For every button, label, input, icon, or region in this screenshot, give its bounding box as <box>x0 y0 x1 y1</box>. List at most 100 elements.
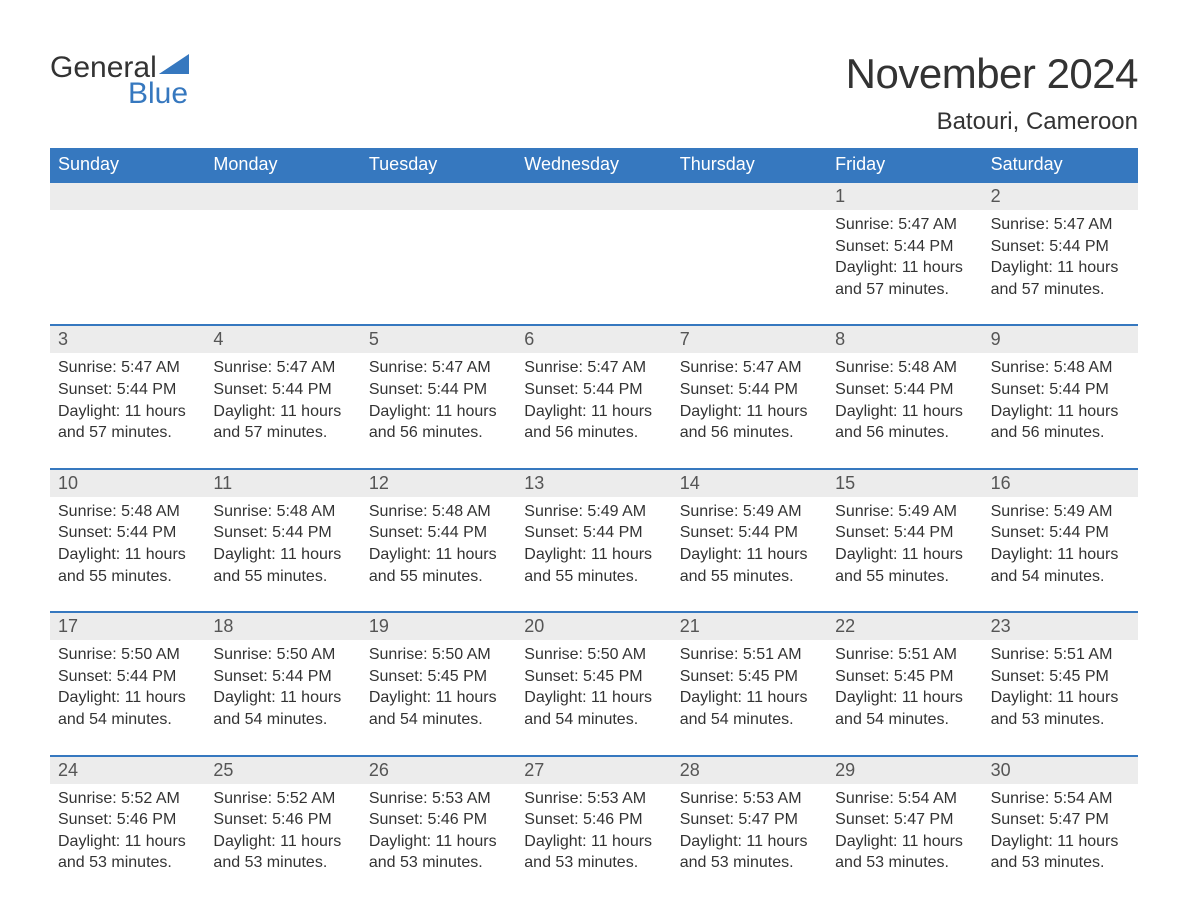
sunset-line: Sunset: 5:45 PM <box>835 666 974 688</box>
logo: General Blue <box>50 50 189 109</box>
sunset-line: Sunset: 5:44 PM <box>991 522 1130 544</box>
daylight-line: Daylight: 11 hours and 56 minutes. <box>369 401 508 444</box>
daylight-line: Daylight: 11 hours and 53 minutes. <box>524 831 663 874</box>
day-number: 17 <box>50 613 205 640</box>
daylight-line: Daylight: 11 hours and 55 minutes. <box>680 544 819 587</box>
weekday-label: Thursday <box>672 148 827 181</box>
sunset-line: Sunset: 5:46 PM <box>369 809 508 831</box>
daylight-line: Daylight: 11 hours and 54 minutes. <box>524 687 663 730</box>
daylight-line: Daylight: 11 hours and 55 minutes. <box>213 544 352 587</box>
sunrise-line: Sunrise: 5:52 AM <box>58 788 197 810</box>
sunset-line: Sunset: 5:45 PM <box>369 666 508 688</box>
weekday-label: Saturday <box>983 148 1138 181</box>
day-number: 13 <box>516 470 671 497</box>
day-number: 24 <box>50 757 205 784</box>
day-cell: Sunrise: 5:53 AMSunset: 5:46 PMDaylight:… <box>516 784 671 898</box>
sunrise-line: Sunrise: 5:50 AM <box>369 644 508 666</box>
sunrise-line: Sunrise: 5:47 AM <box>835 214 974 236</box>
sunset-line: Sunset: 5:45 PM <box>991 666 1130 688</box>
sunset-line: Sunset: 5:44 PM <box>680 522 819 544</box>
weekday-label: Tuesday <box>361 148 516 181</box>
day-number: 22 <box>827 613 982 640</box>
day-cell: Sunrise: 5:47 AMSunset: 5:44 PMDaylight:… <box>361 353 516 467</box>
sunrise-line: Sunrise: 5:54 AM <box>835 788 974 810</box>
day-cell: Sunrise: 5:51 AMSunset: 5:45 PMDaylight:… <box>983 640 1138 754</box>
daylight-line: Daylight: 11 hours and 53 minutes. <box>835 831 974 874</box>
day-cell: Sunrise: 5:47 AMSunset: 5:44 PMDaylight:… <box>205 353 360 467</box>
sunrise-line: Sunrise: 5:50 AM <box>58 644 197 666</box>
sunrise-line: Sunrise: 5:47 AM <box>213 357 352 379</box>
day-cell: Sunrise: 5:51 AMSunset: 5:45 PMDaylight:… <box>672 640 827 754</box>
day-cell: Sunrise: 5:49 AMSunset: 5:44 PMDaylight:… <box>516 497 671 611</box>
day-number: 8 <box>827 326 982 353</box>
day-cell <box>50 210 205 324</box>
day-number: . <box>361 183 516 210</box>
day-cell: Sunrise: 5:54 AMSunset: 5:47 PMDaylight:… <box>827 784 982 898</box>
sunrise-line: Sunrise: 5:51 AM <box>680 644 819 666</box>
day-cell: Sunrise: 5:50 AMSunset: 5:45 PMDaylight:… <box>516 640 671 754</box>
sunset-line: Sunset: 5:44 PM <box>680 379 819 401</box>
sunset-line: Sunset: 5:44 PM <box>58 666 197 688</box>
daynum-strip: 3456789 <box>50 324 1138 353</box>
sunrise-line: Sunrise: 5:47 AM <box>369 357 508 379</box>
day-cell <box>361 210 516 324</box>
day-number: 5 <box>361 326 516 353</box>
day-number: 16 <box>983 470 1138 497</box>
day-number: 21 <box>672 613 827 640</box>
sunset-line: Sunset: 5:44 PM <box>213 522 352 544</box>
day-number: 27 <box>516 757 671 784</box>
day-number: . <box>50 183 205 210</box>
daylight-line: Daylight: 11 hours and 57 minutes. <box>213 401 352 444</box>
sunrise-line: Sunrise: 5:53 AM <box>680 788 819 810</box>
day-cell <box>672 210 827 324</box>
sunrise-line: Sunrise: 5:47 AM <box>524 357 663 379</box>
day-cell: Sunrise: 5:48 AMSunset: 5:44 PMDaylight:… <box>827 353 982 467</box>
title-block: November 2024 Batouri, Cameroon <box>846 50 1138 136</box>
sunset-line: Sunset: 5:44 PM <box>58 522 197 544</box>
day-number: 6 <box>516 326 671 353</box>
day-number: 12 <box>361 470 516 497</box>
daylight-line: Daylight: 11 hours and 57 minutes. <box>835 257 974 300</box>
weeks-container: .....12Sunrise: 5:47 AMSunset: 5:44 PMDa… <box>50 181 1138 898</box>
sunrise-line: Sunrise: 5:49 AM <box>835 501 974 523</box>
day-number: 3 <box>50 326 205 353</box>
day-cell: Sunrise: 5:50 AMSunset: 5:44 PMDaylight:… <box>50 640 205 754</box>
day-cell: Sunrise: 5:52 AMSunset: 5:46 PMDaylight:… <box>50 784 205 898</box>
sunset-line: Sunset: 5:44 PM <box>524 379 663 401</box>
daylight-line: Daylight: 11 hours and 56 minutes. <box>991 401 1130 444</box>
daylight-line: Daylight: 11 hours and 55 minutes. <box>58 544 197 587</box>
daylight-line: Daylight: 11 hours and 53 minutes. <box>991 687 1130 730</box>
day-cell: Sunrise: 5:48 AMSunset: 5:44 PMDaylight:… <box>50 497 205 611</box>
sunrise-line: Sunrise: 5:47 AM <box>991 214 1130 236</box>
day-number: 30 <box>983 757 1138 784</box>
daylight-line: Daylight: 11 hours and 54 minutes. <box>680 687 819 730</box>
sunset-line: Sunset: 5:45 PM <box>524 666 663 688</box>
weekday-label: Monday <box>205 148 360 181</box>
day-number: 7 <box>672 326 827 353</box>
sunrise-line: Sunrise: 5:50 AM <box>213 644 352 666</box>
day-cell: Sunrise: 5:50 AMSunset: 5:44 PMDaylight:… <box>205 640 360 754</box>
sunset-line: Sunset: 5:44 PM <box>991 379 1130 401</box>
logo-text-bottom: Blue <box>128 79 189 109</box>
calendar: Sunday Monday Tuesday Wednesday Thursday… <box>50 148 1138 898</box>
day-cell <box>516 210 671 324</box>
sunset-line: Sunset: 5:44 PM <box>58 379 197 401</box>
weekday-label: Sunday <box>50 148 205 181</box>
sunset-line: Sunset: 5:44 PM <box>835 522 974 544</box>
daylight-line: Daylight: 11 hours and 54 minutes. <box>991 544 1130 587</box>
sunrise-line: Sunrise: 5:49 AM <box>524 501 663 523</box>
day-cell: Sunrise: 5:50 AMSunset: 5:45 PMDaylight:… <box>361 640 516 754</box>
day-cell: Sunrise: 5:47 AMSunset: 5:44 PMDaylight:… <box>672 353 827 467</box>
day-cell: Sunrise: 5:47 AMSunset: 5:44 PMDaylight:… <box>50 353 205 467</box>
daylight-line: Daylight: 11 hours and 54 minutes. <box>369 687 508 730</box>
sunset-line: Sunset: 5:45 PM <box>680 666 819 688</box>
sunrise-line: Sunrise: 5:51 AM <box>991 644 1130 666</box>
day-cell: Sunrise: 5:47 AMSunset: 5:44 PMDaylight:… <box>983 210 1138 324</box>
daylight-line: Daylight: 11 hours and 53 minutes. <box>991 831 1130 874</box>
weekday-header-row: Sunday Monday Tuesday Wednesday Thursday… <box>50 148 1138 181</box>
day-number: 18 <box>205 613 360 640</box>
sunrise-line: Sunrise: 5:54 AM <box>991 788 1130 810</box>
day-cell: Sunrise: 5:48 AMSunset: 5:44 PMDaylight:… <box>983 353 1138 467</box>
day-cell: Sunrise: 5:49 AMSunset: 5:44 PMDaylight:… <box>672 497 827 611</box>
sunrise-line: Sunrise: 5:50 AM <box>524 644 663 666</box>
